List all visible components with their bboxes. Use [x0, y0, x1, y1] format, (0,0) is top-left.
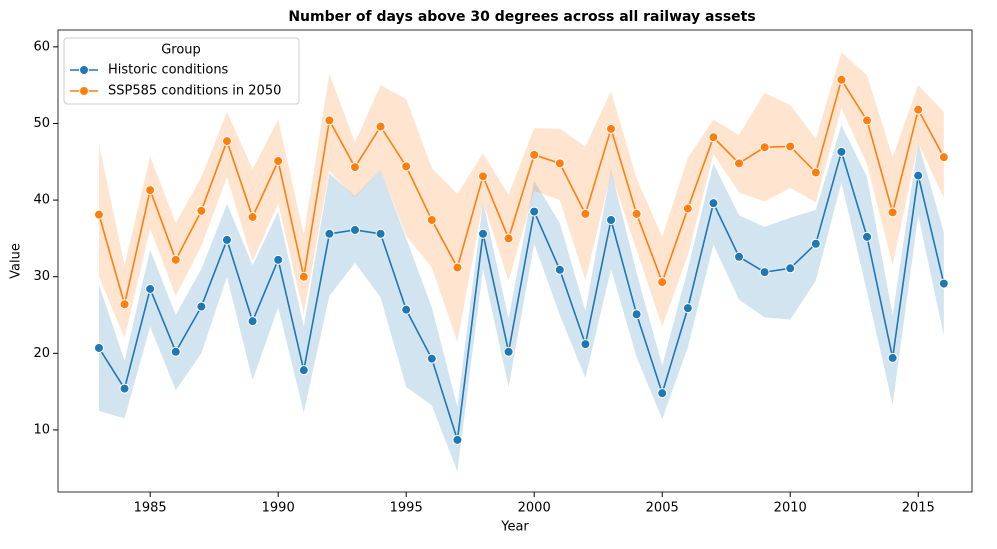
legend-box — [63, 37, 300, 105]
confidence-band — [98, 125, 944, 472]
marker — [938, 278, 949, 289]
marker — [477, 171, 488, 182]
marker — [426, 215, 437, 226]
marker — [273, 156, 284, 167]
marker — [810, 167, 821, 178]
legend-marker — [79, 65, 89, 75]
marker — [349, 162, 360, 173]
marker — [682, 203, 693, 214]
marker — [247, 211, 258, 222]
marker — [862, 115, 873, 126]
marker — [759, 142, 770, 153]
marker — [580, 208, 591, 219]
marker — [119, 299, 130, 310]
marker — [631, 208, 642, 219]
x-tick-label: 1990 — [262, 501, 295, 516]
marker — [324, 115, 335, 126]
marker — [836, 146, 847, 157]
marker — [93, 209, 104, 220]
marker — [734, 158, 745, 169]
line — [98, 77, 945, 305]
marker — [503, 233, 514, 244]
marker — [452, 262, 463, 273]
marker — [324, 228, 335, 239]
marker — [196, 205, 207, 216]
x-axis-label: Year — [500, 520, 529, 535]
marker — [657, 388, 668, 399]
marker — [708, 132, 719, 143]
marker — [785, 141, 796, 152]
marker — [452, 434, 463, 445]
marker — [554, 264, 565, 275]
y-tick-label: 20 — [33, 346, 50, 361]
marker — [836, 74, 847, 85]
chart-title: Number of days above 30 degrees across a… — [288, 9, 755, 25]
marker — [529, 206, 540, 217]
marker — [298, 271, 309, 282]
x-tick-label: 1995 — [390, 501, 423, 516]
marker — [298, 365, 309, 376]
marker — [862, 231, 873, 242]
plot-frame — [57, 29, 973, 493]
legend-label: Historic conditions — [108, 63, 229, 78]
x-tick-label: 2005 — [646, 501, 679, 516]
marker — [810, 238, 821, 249]
marker — [145, 283, 156, 294]
marker — [554, 158, 565, 169]
marker — [221, 136, 232, 147]
x-tick-label: 2015 — [902, 501, 935, 516]
legend-label: SSP585 conditions in 2050 — [108, 84, 281, 99]
marker — [426, 353, 437, 364]
marker — [273, 254, 284, 265]
marker — [349, 224, 360, 235]
marker — [529, 149, 540, 160]
marker — [657, 277, 668, 288]
marker — [734, 251, 745, 262]
marker — [170, 346, 181, 357]
line — [98, 148, 945, 441]
marker — [221, 234, 232, 245]
y-tick-label: 60 — [33, 39, 50, 54]
x-tick-label: 1985 — [134, 501, 167, 516]
y-tick-label: 10 — [33, 422, 50, 437]
legend-title: Group — [161, 43, 201, 58]
marker — [785, 263, 796, 274]
marker — [196, 301, 207, 312]
marker — [375, 121, 386, 132]
y-tick-label: 40 — [33, 193, 50, 208]
y-tick-label: 30 — [33, 269, 50, 284]
marker — [682, 303, 693, 314]
marker — [401, 304, 412, 315]
x-tick-label: 2000 — [518, 501, 551, 516]
marker — [606, 215, 617, 226]
y-axis-label: Value — [9, 243, 24, 279]
marker — [93, 342, 104, 353]
marker — [631, 309, 642, 320]
marker — [503, 346, 514, 357]
marker — [606, 123, 617, 134]
marker — [170, 254, 181, 265]
marker — [887, 352, 898, 363]
x-tick-label: 2010 — [774, 501, 807, 516]
marker — [913, 104, 924, 115]
marker — [477, 228, 488, 239]
marker — [401, 161, 412, 172]
marker — [119, 383, 130, 394]
marker — [580, 339, 591, 350]
legend-marker — [79, 86, 89, 96]
marker — [938, 152, 949, 163]
marker — [375, 228, 386, 239]
marker — [708, 198, 719, 209]
y-tick-label: 50 — [33, 116, 50, 131]
marker — [247, 316, 258, 327]
marker — [913, 170, 924, 181]
marker — [759, 267, 770, 278]
marker — [145, 185, 156, 196]
marker — [887, 207, 898, 218]
